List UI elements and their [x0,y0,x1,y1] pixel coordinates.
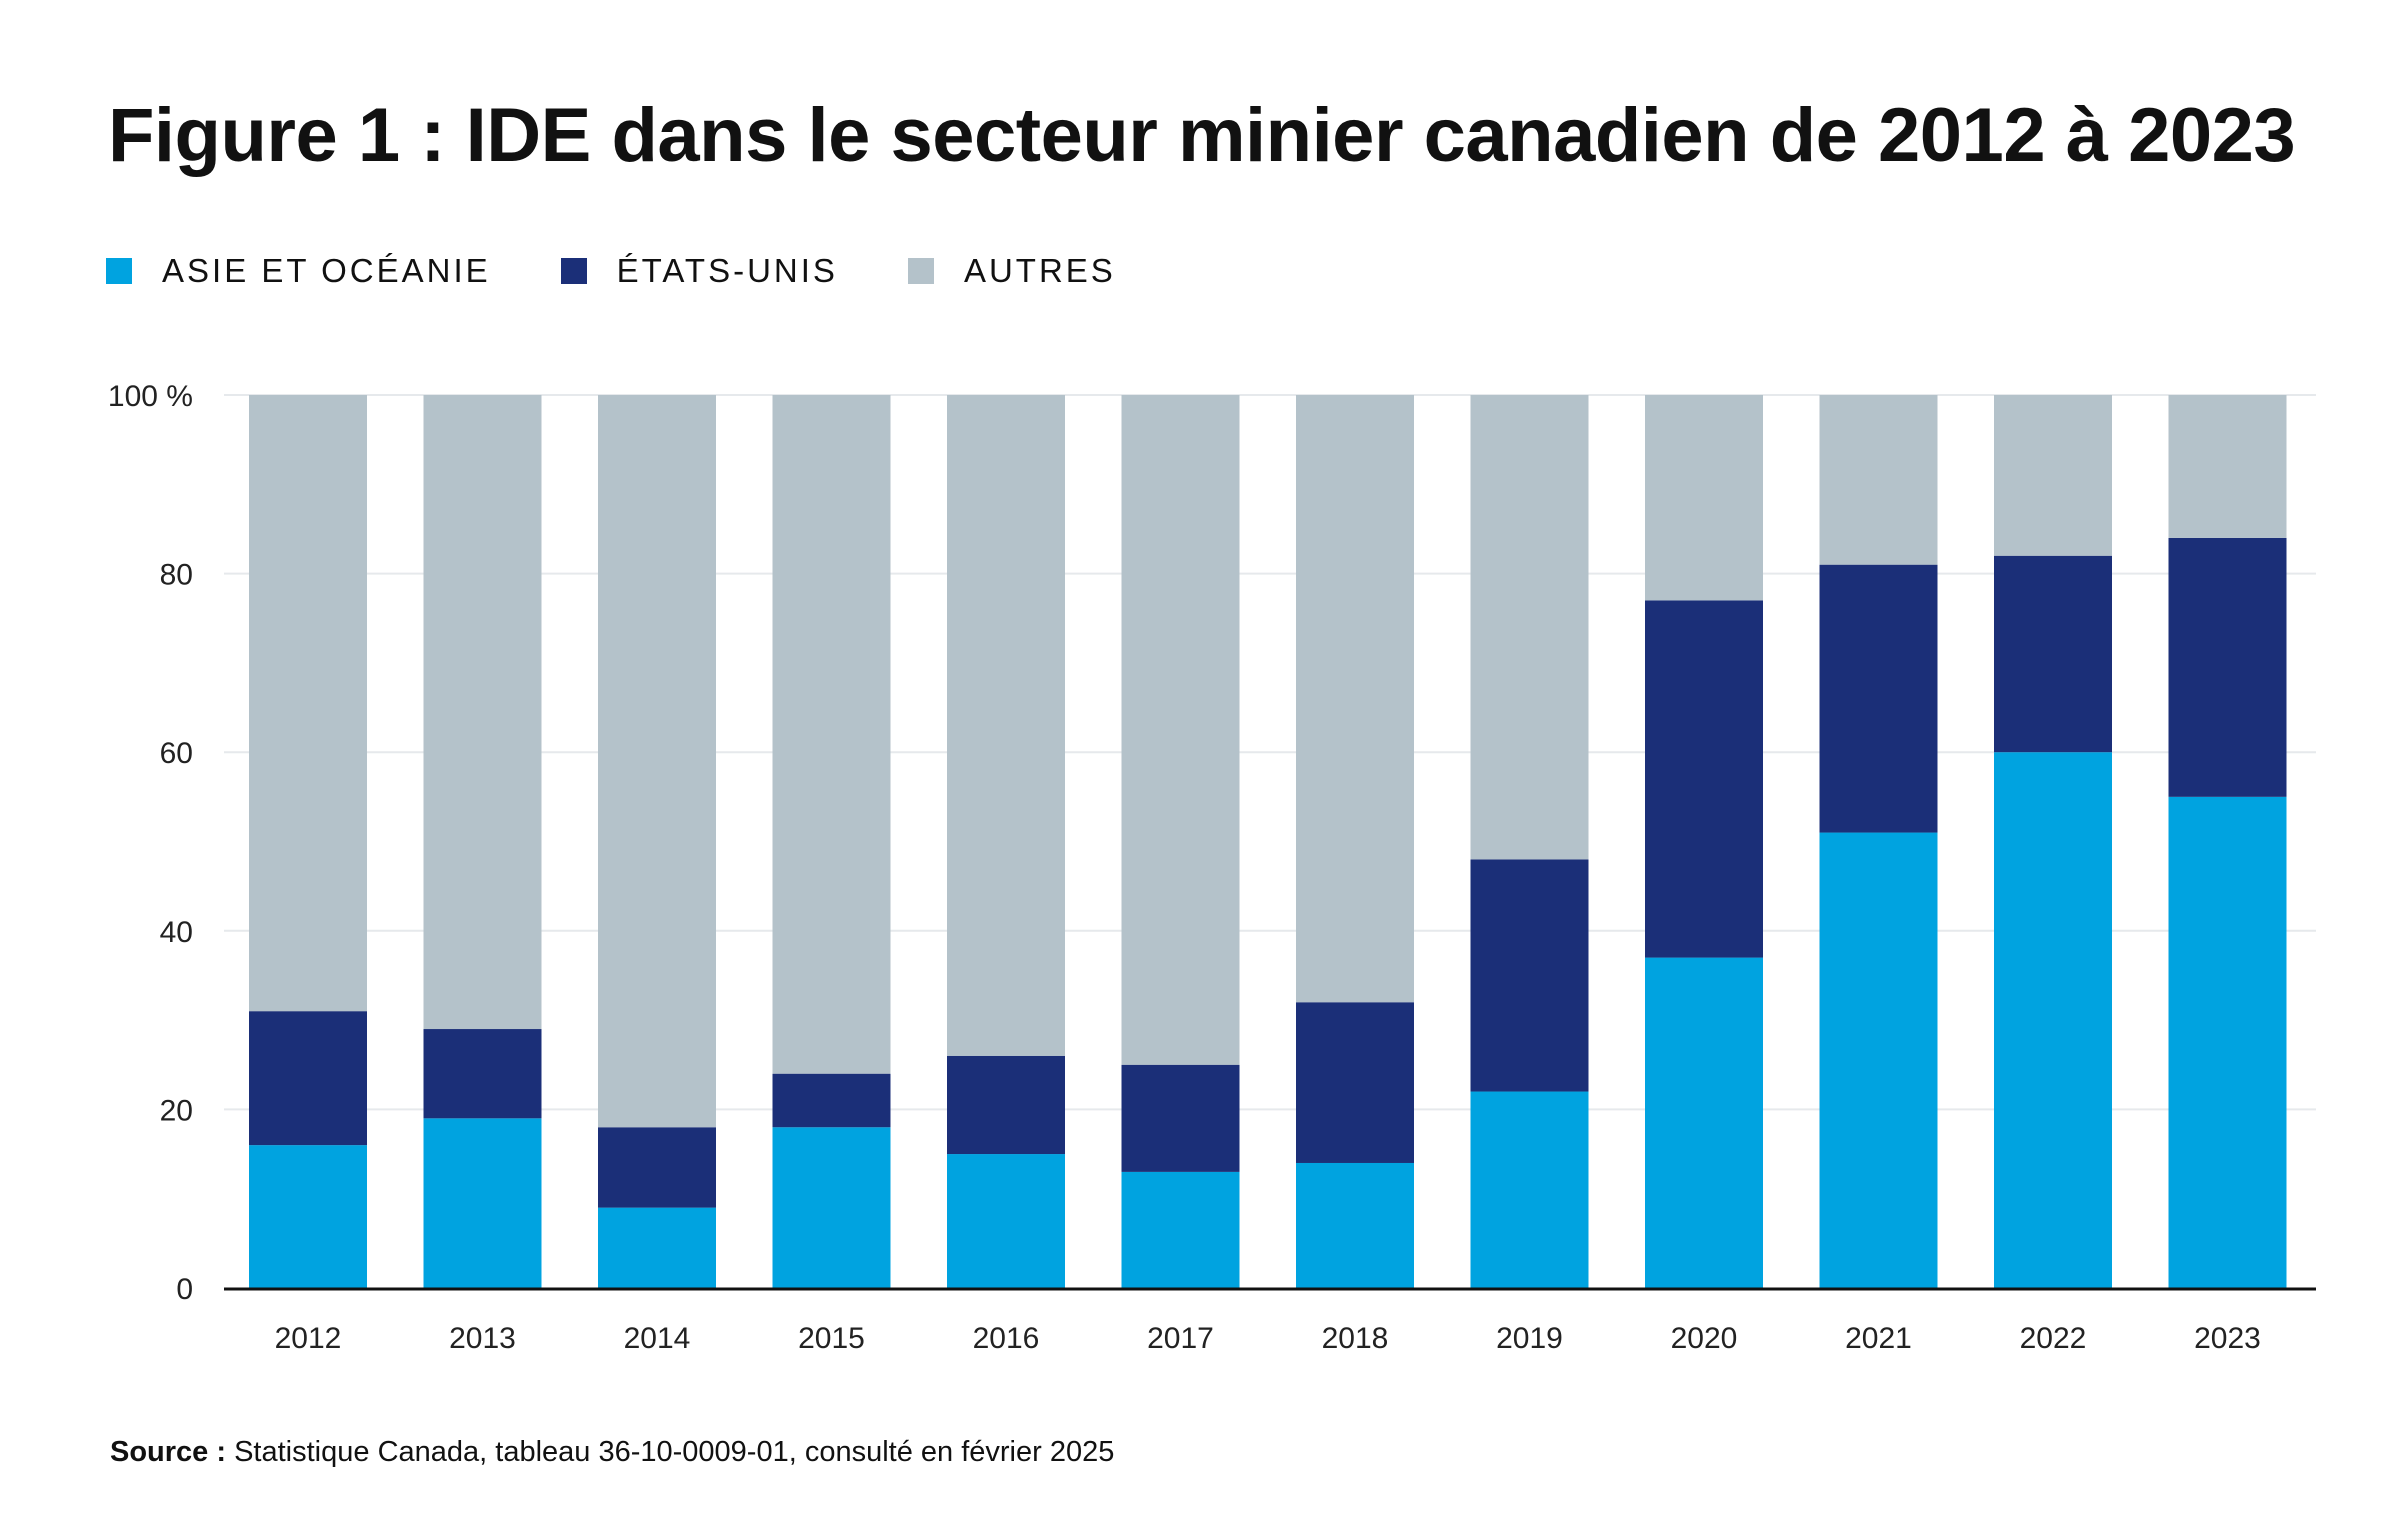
bar-segment-2021-us [1819,564,1938,833]
bar-segment-2019-others [1470,395,1589,860]
bar-segment-2014-us [598,1127,716,1208]
bar-segment-2013-us [423,1029,542,1119]
bar-segment-2017-asia [1121,1171,1240,1288]
x-tick-label: 2023 [2194,1322,2261,1355]
bar-segment-2023-us [2168,537,2287,797]
bars [249,395,2287,1288]
source-note: Source : Statistique Canada, tableau 36-… [110,1436,1114,1469]
legend-label-others: AUTRES [963,252,1116,289]
x-tick-label: 2013 [449,1322,516,1355]
bar-segment-2020-us [1645,600,1763,958]
legend-label-us: ÉTATS-UNIS [616,252,838,289]
legend-swatch-us [560,258,587,284]
y-tick-label: 40 [160,916,193,949]
bar-segment-2018-asia [1296,1162,1414,1288]
legend-item-asia: ASIE ET OCÉANIE [106,252,491,290]
bar-segment-2016-asia [947,1154,1065,1288]
legend-label-asia: ASIE ET OCÉANIE [162,252,491,289]
x-tick-label: 2019 [1496,1322,1563,1355]
x-tick-label: 2022 [2020,1322,2087,1355]
x-tick-label: 2020 [1671,1322,1738,1355]
bar-segment-2012-asia [249,1145,367,1288]
bar-segment-2013-others [423,395,542,1030]
x-tick-label: 2018 [1322,1322,1389,1355]
bar-segment-2012-us [249,1011,367,1146]
axes: 0 20 40 60 80 100 % 2012 2013 2014 2015 2016 2017 20… [108,380,2316,1355]
bar-segment-2021-others [1819,395,1938,565]
bar-segment-2018-others [1296,395,1414,1003]
x-tick-label: 2016 [973,1322,1040,1355]
bar-segment-2012-others [249,395,367,1012]
x-tick-label: 2017 [1147,1322,1214,1355]
bar-segment-2023-others [2168,395,2287,538]
bar-segment-2018-us [1296,1002,1414,1163]
legend-item-us: ÉTATS-UNIS [560,252,838,290]
legend-swatch-others [907,258,934,284]
bar-segment-2013-asia [423,1118,542,1288]
x-tick-label: 2012 [275,1322,342,1355]
bar-segment-2021-asia [1819,832,1938,1288]
bar-segment-2022-asia [1994,752,2112,1288]
y-tick-label: 20 [160,1094,193,1127]
bar-segment-2020-asia [1645,957,1763,1288]
bar-segment-2015-others [772,395,891,1074]
x-tick-label: 2014 [624,1322,691,1355]
x-tick-label: 2021 [1845,1322,1912,1355]
chart-title: Figure 1 : IDE dans le secteur minier ca… [108,93,2296,178]
bar-segment-2023-asia [2168,796,2287,1288]
bar-segment-2019-us [1470,859,1589,1092]
bar-segment-2020-others [1645,395,1763,601]
bar-segment-2015-asia [772,1127,891,1288]
bar-segment-2014-asia [598,1207,716,1288]
bar-segment-2017-us [1121,1064,1240,1172]
bar-segment-2019-asia [1470,1091,1589,1288]
bar-segment-2022-us [1994,555,2112,753]
source-label: Source : [110,1436,227,1468]
legend-item-others: AUTRES [907,252,1116,290]
bar-segment-2017-others [1121,395,1240,1065]
gridlines [224,394,2316,1111]
bar-segment-2015-us [772,1073,891,1128]
bar-segment-2016-others [947,395,1065,1056]
bar-segment-2014-others [598,395,716,1128]
source-text: Statistique Canada, tableau 36-10-0009-0… [234,1436,1115,1468]
bar-segment-2016-us [947,1055,1065,1155]
x-tick-label: 2015 [798,1322,865,1355]
y-tick-label: 0 [176,1273,193,1306]
y-tick-label: 60 [160,737,193,770]
chart-legend: ASIE ET OCÉANIE ÉTATS-UNIS AUTRES [106,252,1186,290]
bar-segment-2022-others [1994,395,2112,556]
y-tick-label: 80 [160,559,193,592]
legend-swatch-asia [106,258,132,284]
y-tick-label: 100 % [108,380,193,413]
